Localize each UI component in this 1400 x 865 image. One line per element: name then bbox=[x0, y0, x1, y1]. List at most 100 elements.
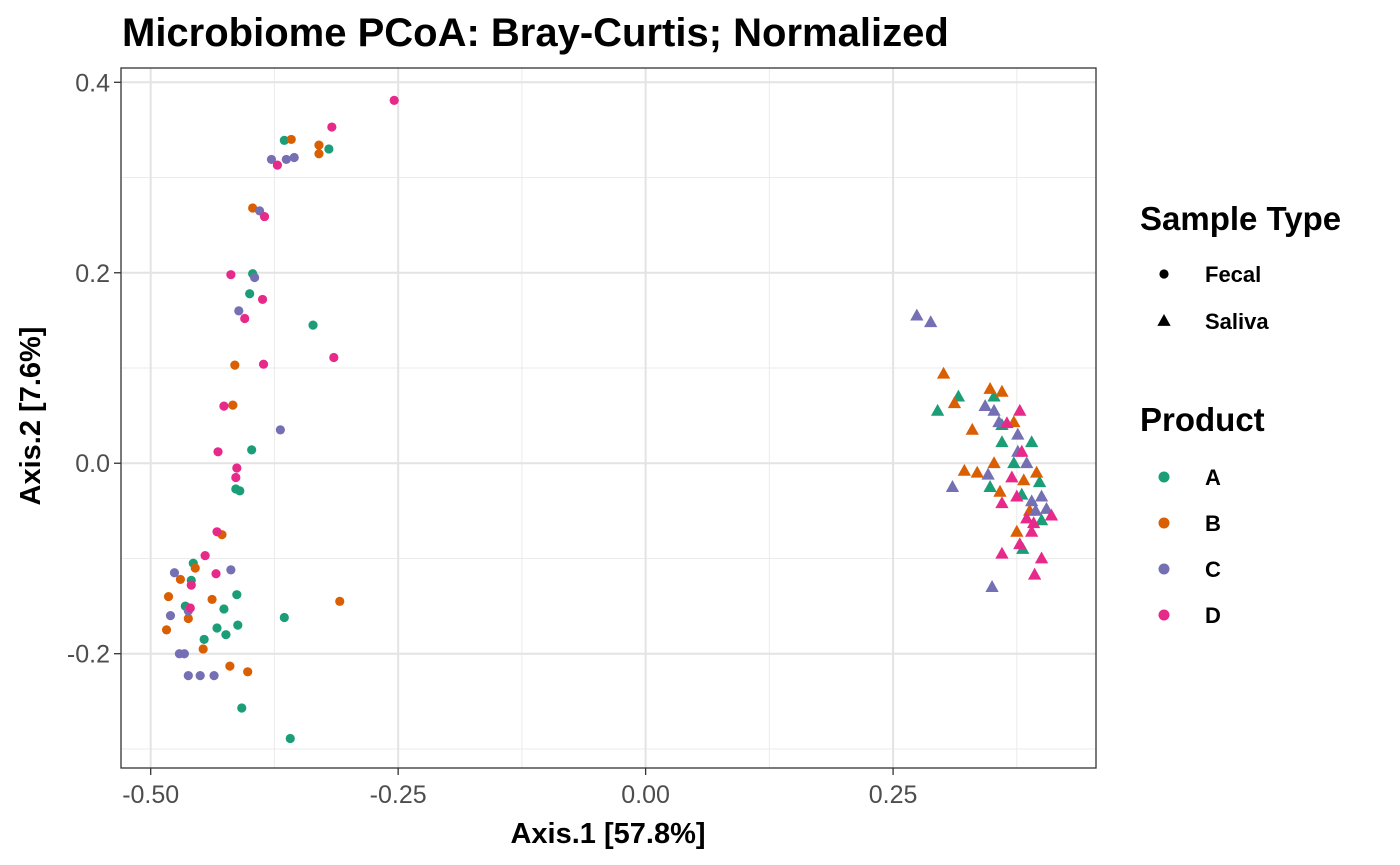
fecal-point-b bbox=[225, 661, 235, 671]
fecal-point-d bbox=[389, 95, 399, 105]
y-tick-label: 0.2 bbox=[75, 260, 110, 288]
fecal-point-c bbox=[183, 671, 193, 681]
fecal-point-d bbox=[329, 352, 339, 363]
fecal-point-a bbox=[219, 604, 229, 614]
saliva-point-a bbox=[987, 389, 1001, 402]
fecal-point-b bbox=[314, 149, 324, 159]
fecal-point-d bbox=[231, 472, 241, 483]
saliva-point-d bbox=[1013, 403, 1027, 416]
saliva-point-b bbox=[970, 465, 984, 478]
fecal-point-c bbox=[289, 152, 299, 163]
fecal-point-b bbox=[314, 140, 324, 150]
saliva-point-d bbox=[1034, 551, 1049, 564]
fecal-point-c bbox=[226, 565, 236, 575]
legend-key-product-d bbox=[1158, 609, 1170, 621]
fecal-point-b bbox=[230, 360, 240, 370]
fecal-point-d bbox=[327, 122, 337, 132]
saliva-point-c bbox=[1025, 494, 1039, 507]
fecal-point-c bbox=[266, 154, 277, 165]
fecal-point-c bbox=[275, 425, 285, 435]
chart-title: Microbiome PCoA: Bray-Curtis; Normalized bbox=[122, 11, 949, 55]
fecal-point-d bbox=[272, 160, 282, 170]
saliva-point-d bbox=[1005, 470, 1019, 483]
fecal-point-c bbox=[209, 671, 219, 681]
legend-key-product-a bbox=[1158, 471, 1170, 483]
legend-title-product: Product bbox=[1140, 401, 1265, 438]
saliva-point-d bbox=[1025, 524, 1039, 537]
fecal-point-a bbox=[232, 590, 242, 600]
legend-label-product-c: C bbox=[1205, 557, 1221, 582]
fecal-point-a bbox=[221, 630, 231, 640]
legend-key-product-b bbox=[1158, 517, 1170, 529]
fecal-point-b bbox=[175, 574, 185, 585]
saliva-point-c bbox=[1028, 503, 1043, 516]
fecal-point-c bbox=[195, 671, 205, 681]
fecal-point-d bbox=[257, 294, 268, 305]
fecal-point-a bbox=[245, 289, 255, 299]
saliva-point-a bbox=[1025, 435, 1039, 448]
x-axis-title: Axis.1 [57.8%] bbox=[510, 818, 705, 850]
fecal-point-c bbox=[165, 611, 176, 621]
fecal-point-c bbox=[281, 154, 291, 165]
saliva-point-b bbox=[987, 456, 1001, 469]
fecal-point-a bbox=[324, 144, 334, 154]
saliva-point-d bbox=[1000, 416, 1014, 429]
saliva-point-b bbox=[1010, 524, 1024, 537]
saliva-point-b bbox=[993, 484, 1007, 497]
saliva-point-d bbox=[1044, 508, 1059, 521]
saliva-point-c bbox=[987, 403, 1001, 416]
fecal-point-d bbox=[232, 463, 242, 473]
saliva-point-d bbox=[1010, 489, 1024, 502]
x-tick-label: 0.00 bbox=[621, 781, 670, 809]
saliva-point-c bbox=[981, 467, 995, 480]
saliva-point-d bbox=[1013, 537, 1027, 550]
fecal-point-b bbox=[163, 591, 174, 602]
x-tick-label: 0.25 bbox=[869, 781, 918, 809]
fecal-point-c bbox=[169, 568, 180, 578]
legend-key-product-c bbox=[1158, 563, 1170, 575]
fecal-point-d bbox=[186, 580, 196, 590]
saliva-point-c bbox=[1020, 456, 1034, 469]
x-tick-label: -0.25 bbox=[370, 781, 427, 809]
fecal-point-d bbox=[219, 401, 229, 411]
legend-label-product-a: A bbox=[1205, 465, 1221, 490]
saliva-point-b bbox=[1017, 473, 1031, 486]
saliva-point-d bbox=[995, 546, 1009, 559]
legend-label-saliva: Saliva bbox=[1205, 309, 1269, 334]
saliva-point-a bbox=[983, 480, 997, 492]
fecal-point-c bbox=[179, 649, 189, 659]
saliva-point-d bbox=[1020, 511, 1034, 524]
saliva-point-a bbox=[930, 403, 945, 416]
saliva-point-a bbox=[1032, 475, 1047, 488]
saliva-point-c bbox=[910, 308, 924, 321]
saliva-point-d bbox=[1027, 567, 1042, 580]
fecal-point-b bbox=[286, 134, 296, 145]
saliva-point-c bbox=[1034, 489, 1049, 502]
saliva-point-c bbox=[978, 399, 992, 411]
saliva-point-a bbox=[995, 435, 1009, 448]
saliva-point-a bbox=[1007, 456, 1021, 469]
legend-key-fecal bbox=[1159, 269, 1169, 279]
fecal-point-a bbox=[285, 733, 295, 744]
saliva-point-c bbox=[945, 480, 960, 492]
saliva-point-b bbox=[947, 396, 962, 409]
saliva-point-c bbox=[985, 580, 999, 592]
saliva-point-c bbox=[1039, 501, 1054, 514]
fecal-point-a bbox=[212, 623, 222, 633]
fecal-point-c bbox=[250, 272, 260, 283]
fecal-point-b bbox=[228, 400, 238, 410]
fecal-point-b bbox=[248, 203, 258, 213]
saliva-point-a bbox=[1034, 513, 1049, 526]
fecal-point-a bbox=[235, 486, 245, 496]
plot-panel-border bbox=[120, 67, 1097, 769]
fecal-point-b bbox=[243, 667, 253, 677]
fecal-point-d bbox=[240, 313, 250, 324]
saliva-point-b bbox=[983, 381, 997, 394]
saliva-point-b bbox=[995, 384, 1009, 397]
saliva-point-b bbox=[957, 463, 972, 476]
saliva-point-c bbox=[992, 415, 1006, 428]
fecal-point-a bbox=[199, 634, 209, 645]
y-tick-label: 0.0 bbox=[75, 450, 110, 478]
y-tick-label: -0.2 bbox=[67, 641, 110, 669]
